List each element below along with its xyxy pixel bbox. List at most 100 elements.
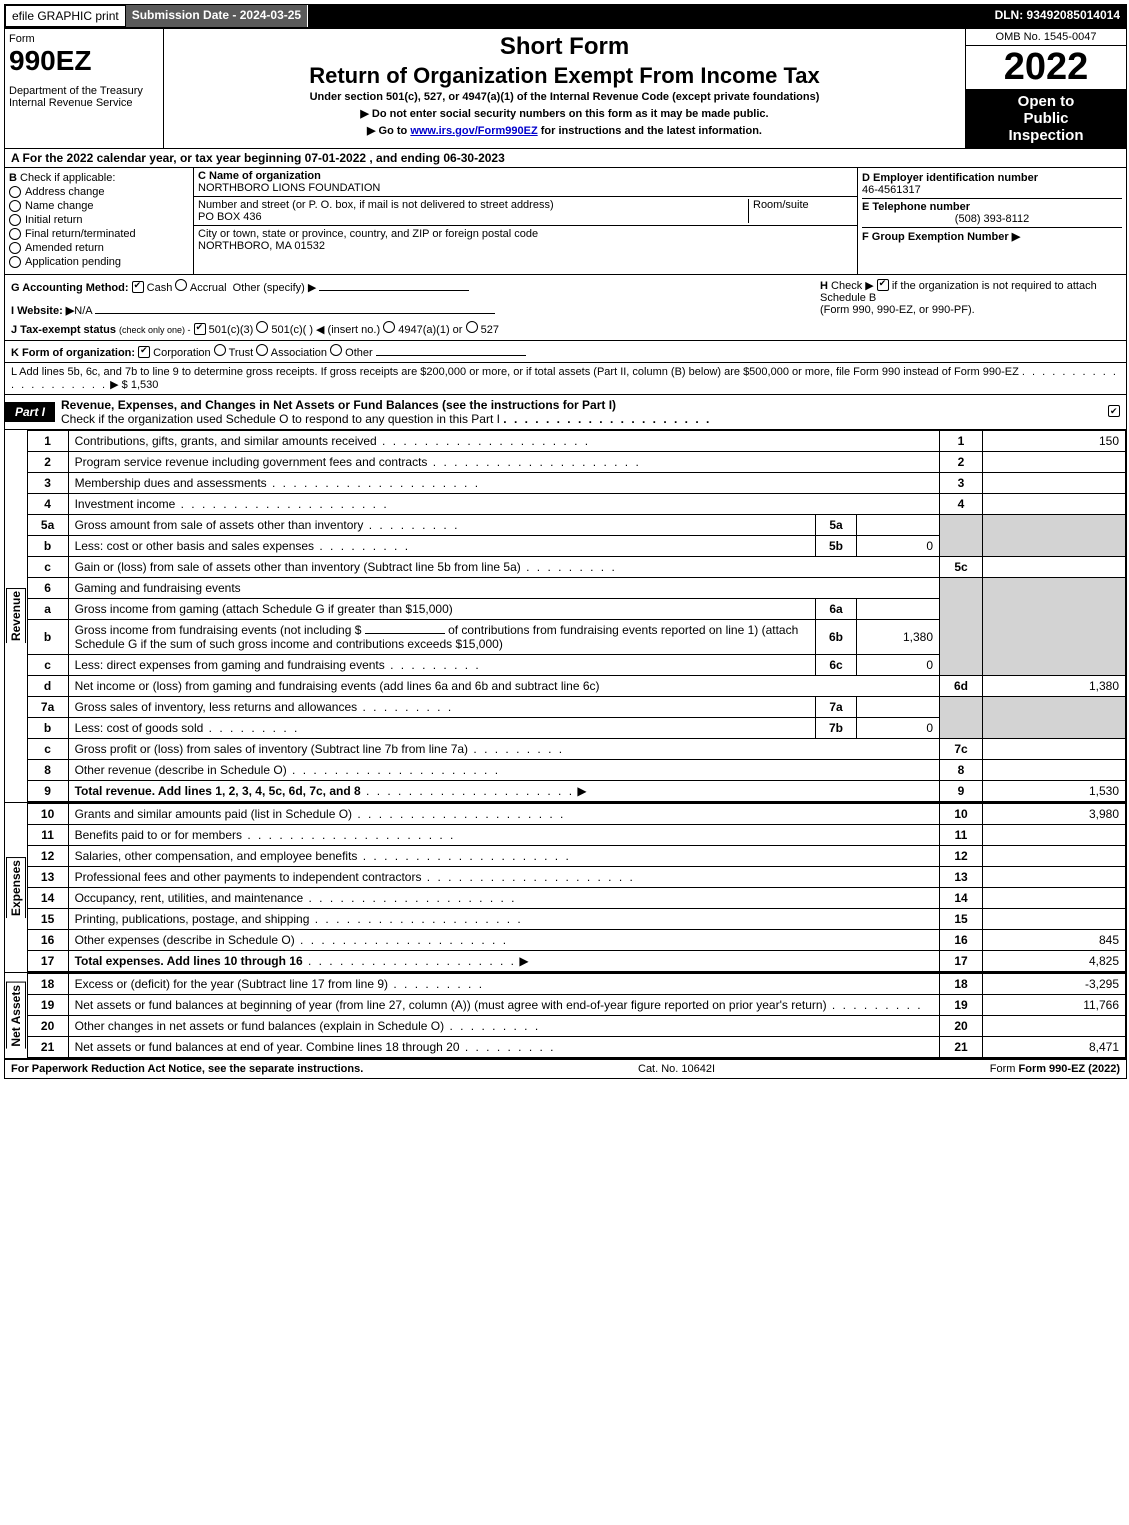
cb-address-change[interactable]: Address change — [9, 186, 189, 198]
j-4947: 4947(a)(1) or — [398, 324, 462, 336]
cb-initial-return[interactable]: Initial return — [9, 214, 189, 226]
omb-number: OMB No. 1545-0047 — [966, 29, 1126, 46]
row-k: K Form of organization: Corporation Trus… — [5, 341, 1126, 363]
cb-527[interactable] — [466, 321, 478, 333]
ein-value: 46-4561317 — [862, 184, 921, 196]
cb-name-change[interactable]: Name change — [9, 200, 189, 212]
cb-final-return[interactable]: Final return/terminated — [9, 228, 189, 240]
cb-trust[interactable] — [214, 344, 226, 356]
j-label: J Tax-exempt status — [11, 324, 116, 336]
instr2-post: for instructions and the latest informat… — [538, 125, 762, 137]
header-right: OMB No. 1545-0047 2022 Open to Public In… — [965, 29, 1126, 148]
line-5c: cGain or (loss) from sale of assets othe… — [27, 557, 1125, 578]
c-name-row: C Name of organization NORTHBORO LIONS F… — [194, 168, 857, 197]
i-label: I Website: ▶ — [11, 305, 74, 317]
row-l: L Add lines 5b, 6c, and 7b to line 9 to … — [5, 363, 1126, 395]
irs-link[interactable]: www.irs.gov/Form990EZ — [410, 125, 537, 137]
netassets-vlabel: Net Assets — [6, 982, 26, 1049]
l-text: L Add lines 5b, 6c, and 7b to line 9 to … — [11, 366, 1019, 378]
cb-application-pending[interactable]: Application pending — [9, 256, 189, 268]
instr2-pre: ▶ Go to — [367, 125, 410, 137]
column-d: D Employer identification number 46-4561… — [858, 168, 1126, 274]
line-6: 6Gaming and fundraising events — [27, 578, 1125, 599]
cb-corp[interactable] — [138, 346, 150, 358]
cash-label: Cash — [147, 282, 173, 294]
j-note: (check only one) - — [119, 325, 191, 335]
website-value: N/A — [74, 305, 92, 317]
line-12: 12Salaries, other compensation, and empl… — [27, 846, 1125, 867]
efile-label: efile GRAPHIC print — [5, 5, 126, 27]
f-group-row: F Group Exemption Number ▶ — [862, 228, 1122, 245]
org-name: NORTHBORO LIONS FOUNDATION — [198, 182, 853, 194]
line-21: 21Net assets or fund balances at end of … — [27, 1037, 1125, 1058]
row-j: J Tax-exempt status (check only one) - 5… — [11, 321, 800, 336]
submission-date: Submission Date - 2024-03-25 — [126, 5, 308, 27]
l-amount: ▶ $ 1,530 — [110, 379, 158, 391]
cb-501c[interactable] — [256, 321, 268, 333]
k-corp: Corporation — [153, 347, 210, 359]
city-label: City or town, state or province, country… — [198, 228, 853, 240]
j-501c: 501(c)( ) ◀ (insert no.) — [271, 324, 380, 336]
addr-label: Number and street (or P. O. box, if mail… — [198, 199, 748, 211]
instruction-1: ▶ Do not enter social security numbers o… — [168, 107, 961, 120]
b-label: B — [9, 172, 17, 184]
j-501c3: 501(c)(3) — [209, 324, 254, 336]
part1-label: Part I — [5, 402, 55, 422]
h-text1: Check ▶ — [831, 280, 874, 292]
line-17: 17Total expenses. Add lines 10 through 1… — [27, 951, 1125, 972]
row-gh: G Accounting Method: Cash Accrual Other … — [5, 275, 1126, 341]
line-5a: 5aGross amount from sale of assets other… — [27, 515, 1125, 536]
part1-check — [1108, 405, 1126, 420]
revenue-vlabel: Revenue — [6, 588, 26, 643]
footer-left: For Paperwork Reduction Act Notice, see … — [11, 1063, 363, 1075]
k-assoc: Association — [271, 347, 327, 359]
line-7a: 7aGross sales of inventory, less returns… — [27, 697, 1125, 718]
line-13: 13Professional fees and other payments t… — [27, 867, 1125, 888]
cb-h[interactable] — [877, 279, 889, 291]
cb-4947[interactable] — [383, 321, 395, 333]
cb-501c3[interactable] — [194, 323, 206, 335]
line-6d: dNet income or (loss) from gaming and fu… — [27, 676, 1125, 697]
form-number: 990EZ — [9, 45, 159, 77]
top-bar: efile GRAPHIC print Submission Date - 20… — [5, 5, 1126, 29]
header-subtitle: Under section 501(c), 527, or 4947(a)(1)… — [168, 91, 961, 103]
open-line2: Public — [970, 110, 1122, 127]
line-10: 10Grants and similar amounts paid (list … — [27, 804, 1125, 825]
expenses-table: 10Grants and similar amounts paid (list … — [27, 803, 1126, 972]
line-14: 14Occupancy, rent, utilities, and mainte… — [27, 888, 1125, 909]
cb-part1[interactable] — [1108, 405, 1120, 417]
row-i: I Website: ▶N/A — [11, 304, 800, 317]
line-a: A For the 2022 calendar year, or tax yea… — [5, 149, 1126, 168]
column-b: B Check if applicable: Address change Na… — [5, 168, 194, 274]
cb-other[interactable] — [330, 344, 342, 356]
b-check-label: Check if applicable: — [20, 172, 115, 184]
k-other: Other — [345, 347, 373, 359]
cb-accrual[interactable] — [175, 279, 187, 291]
line-2: 2Program service revenue including gover… — [27, 452, 1125, 473]
cb-assoc[interactable] — [256, 344, 268, 356]
revenue-table: 1Contributions, gifts, grants, and simil… — [27, 430, 1126, 802]
header-center: Short Form Return of Organization Exempt… — [164, 29, 965, 148]
line-11: 11Benefits paid to or for members11 — [27, 825, 1125, 846]
line-3: 3Membership dues and assessments3 — [27, 473, 1125, 494]
c-addr-row: Number and street (or P. O. box, if mail… — [194, 197, 857, 226]
expenses-section: Expenses 10Grants and similar amounts pa… — [5, 803, 1126, 973]
header-row: Form 990EZ Department of the Treasury In… — [5, 29, 1126, 149]
h-section: H Check ▶ if the organization is not req… — [820, 279, 1120, 316]
line-20: 20Other changes in net assets or fund ba… — [27, 1016, 1125, 1037]
g-accounting: G Accounting Method: Cash Accrual Other … — [11, 279, 800, 336]
h-label: H — [820, 280, 828, 292]
d-ein-row: D Employer identification number 46-4561… — [862, 170, 1122, 199]
d-label: D Employer identification number — [862, 172, 1038, 184]
line-9: 9Total revenue. Add lines 1, 2, 3, 4, 5c… — [27, 781, 1125, 802]
netassets-label-box: Net Assets — [5, 973, 27, 1058]
c-label: C Name of organization — [198, 170, 321, 182]
return-title: Return of Organization Exempt From Incom… — [168, 63, 961, 89]
cb-cash[interactable] — [132, 281, 144, 293]
f-label: F Group Exemption Number ▶ — [862, 231, 1020, 243]
short-form-title: Short Form — [168, 33, 961, 61]
line-19: 19Net assets or fund balances at beginni… — [27, 995, 1125, 1016]
open-line1: Open to — [970, 93, 1122, 110]
cb-amended-return[interactable]: Amended return — [9, 242, 189, 254]
other-label: Other (specify) ▶ — [233, 282, 317, 294]
